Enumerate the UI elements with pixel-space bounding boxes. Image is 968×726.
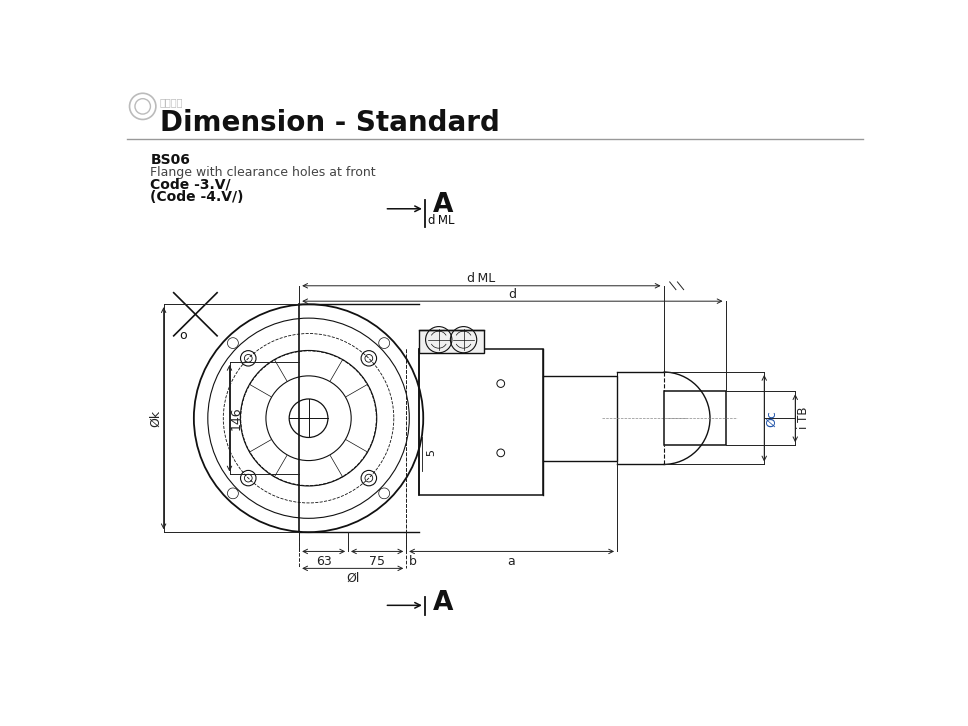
Text: 146: 146 <box>230 407 243 430</box>
Text: Dimension - Standard: Dimension - Standard <box>160 110 499 137</box>
Text: 5: 5 <box>426 449 436 457</box>
Bar <box>419 349 543 495</box>
Text: Code -3.V/: Code -3.V/ <box>150 178 231 192</box>
Text: Øk: Øk <box>149 409 162 427</box>
Text: i TB: i TB <box>798 407 810 430</box>
Text: 63: 63 <box>316 555 331 568</box>
Text: 75: 75 <box>369 555 385 568</box>
Bar <box>663 391 725 445</box>
Text: Øl: Øl <box>346 572 359 585</box>
Bar <box>419 330 484 353</box>
Text: A: A <box>434 192 454 218</box>
Text: o: o <box>179 329 187 341</box>
Text: d ML: d ML <box>428 214 454 227</box>
Text: d: d <box>508 287 516 301</box>
Text: A: A <box>434 590 454 616</box>
Text: Flange with clearance holes at front: Flange with clearance holes at front <box>150 166 377 179</box>
Bar <box>543 376 617 460</box>
Text: (Code -4.V/): (Code -4.V/) <box>150 190 244 204</box>
Text: b: b <box>408 555 416 568</box>
Text: d ML: d ML <box>468 272 496 285</box>
Text: a: a <box>508 555 516 568</box>
Text: 国地机电: 国地机电 <box>160 97 183 107</box>
Text: BS06: BS06 <box>150 152 191 166</box>
Text: Øc: Øc <box>766 409 778 427</box>
